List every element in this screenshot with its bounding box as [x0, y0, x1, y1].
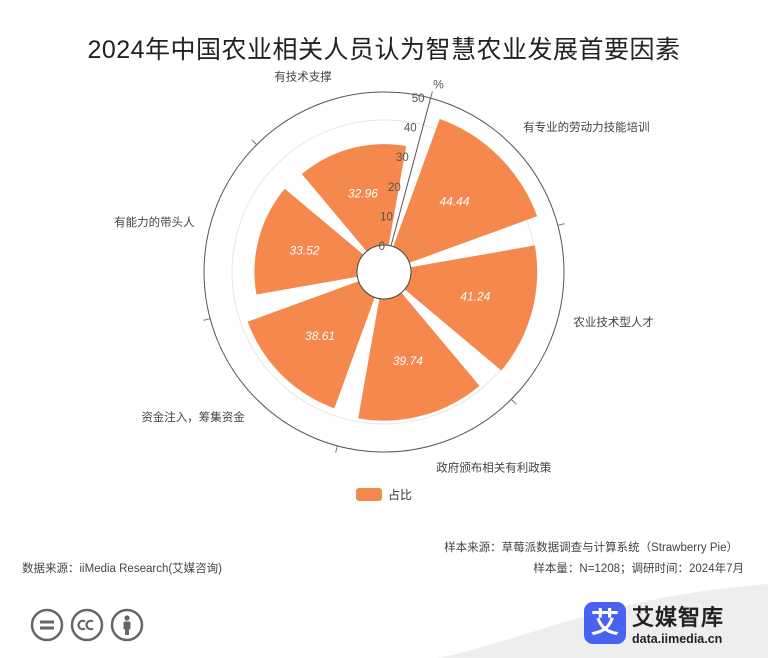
- brand: 艾 艾媒智库 data.iimedia.cn: [584, 600, 724, 646]
- outer-ring: [203, 91, 565, 453]
- person-icon: [110, 608, 144, 642]
- sample-size-note: 样本量：N=1208；调研时间：2024年7月: [533, 563, 744, 575]
- data-source-note: 数据来源：iiMedia Research(艾媒咨询): [22, 563, 223, 575]
- cc-icon: [70, 608, 104, 642]
- brand-name: 艾媒智库: [632, 605, 725, 630]
- legend-label: 占比: [388, 488, 413, 502]
- data-label: 33.52: [289, 244, 319, 258]
- radial-tick-label: 50: [412, 93, 425, 105]
- angle-tick: [557, 223, 565, 226]
- category-label: 有能力的带头人: [114, 215, 195, 229]
- angle-tick: [203, 318, 211, 321]
- radial-axis: [390, 98, 432, 247]
- category-label: 政府颁布相关有利政策: [436, 460, 551, 474]
- radial-tick-label: 30: [396, 152, 409, 164]
- bar-4: [247, 281, 375, 409]
- radial-tick-label: 0: [379, 241, 385, 253]
- unit-label: %: [433, 77, 444, 91]
- bar-3: [358, 292, 480, 421]
- legend[interactable]: 占比: [356, 486, 412, 503]
- radial-tick-label: 20: [388, 182, 401, 194]
- category-label: 资金注入，筹集资金: [141, 410, 245, 424]
- brand-url: data.iimedia.cn: [632, 632, 723, 646]
- bar-2: [404, 245, 538, 371]
- angle-tick: [510, 398, 517, 405]
- angle-tick: [335, 445, 338, 453]
- radial-tick-label: 10: [380, 211, 393, 223]
- data-label: 39.74: [393, 354, 423, 368]
- chart-title: 2024年中国农业相关人员认为智慧农业发展首要因素: [87, 36, 681, 64]
- legend-swatch: [356, 488, 382, 501]
- angle-tick: [251, 139, 258, 146]
- category-label: 有专业的劳动力技能培训: [523, 120, 650, 134]
- license-icons: [30, 608, 144, 642]
- inner-ring: [356, 244, 412, 300]
- data-label: 32.96: [348, 186, 378, 200]
- data-label: 41.24: [460, 289, 490, 303]
- data-label: 38.61: [305, 329, 335, 343]
- bar-1: [393, 118, 538, 263]
- sample-source-note: 样本来源：草莓派数据调查与计算系统（Strawberry Pie）: [444, 542, 738, 554]
- angle-tick: [430, 91, 433, 99]
- bar-6: [301, 144, 407, 252]
- equal-icon: [30, 608, 64, 642]
- category-label: 有技术支撑: [274, 70, 332, 84]
- brand-logo: 艾: [584, 602, 626, 644]
- data-label: 44.44: [439, 194, 469, 208]
- category-label: 农业技术型人才: [573, 315, 654, 329]
- bar-5: [254, 188, 364, 295]
- radial-tick-label: 40: [404, 123, 417, 135]
- polar-bar-chart: 44.44 有专业的劳动力技能培训 41.24 农业技术型人才 39.74 政府颁布相关有…: [114, 70, 654, 475]
